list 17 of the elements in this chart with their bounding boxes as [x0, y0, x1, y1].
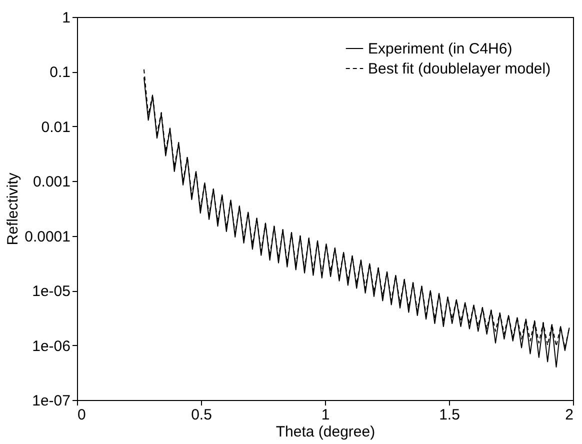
- x-tick-label: 1.5: [439, 406, 460, 424]
- y-tick-label: 1e-06: [32, 338, 70, 355]
- x-axis-title: Theta (degree): [276, 424, 376, 440]
- x-tick-label: 2: [565, 406, 574, 424]
- x-tick-label: 1: [321, 406, 330, 424]
- y-tick-label: 0.0001: [24, 228, 70, 246]
- y-tick-label: 0.001: [32, 174, 70, 191]
- y-tick-label: 0.01: [41, 118, 70, 136]
- y-tick-label: 1: [62, 10, 70, 26]
- x-tick-label: 0.5: [191, 406, 212, 424]
- legend-label: Experiment (in C4H6): [368, 40, 512, 58]
- y-axis-title: Reflectivity: [4, 172, 22, 246]
- y-tick-label: 1e-07: [32, 392, 70, 410]
- y-tick-label: 0.1: [50, 64, 70, 82]
- y-tick-label: 1e-05: [32, 283, 70, 300]
- x-tick-label: 0: [78, 406, 86, 424]
- legend-label: Best fit (doublelayer model): [368, 60, 551, 78]
